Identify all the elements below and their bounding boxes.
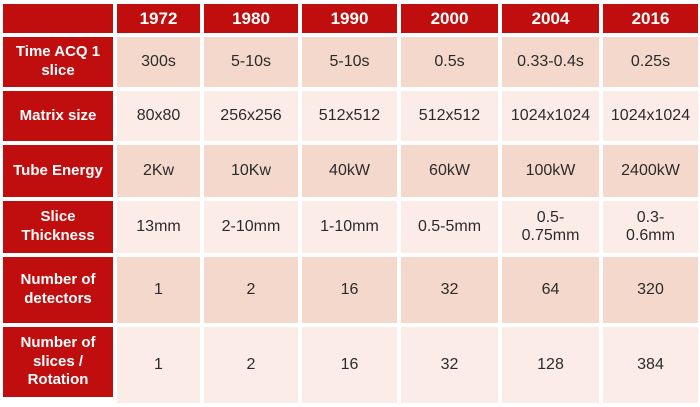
table-cell: 40kW bbox=[302, 145, 397, 197]
table-cell: 5-10s bbox=[302, 37, 397, 87]
table-cell: 0.3-0.6mm bbox=[603, 201, 698, 253]
row-label-number-of-detectors: Number of detectors bbox=[3, 257, 113, 323]
table-cell: 13mm bbox=[117, 201, 200, 253]
row-label-matrix-size: Matrix size bbox=[3, 91, 113, 141]
table-cell: 1 bbox=[117, 327, 200, 403]
table-cell: 2 bbox=[204, 327, 298, 403]
table-cell: 1024x1024 bbox=[603, 91, 698, 141]
table-cell: 384 bbox=[603, 327, 698, 403]
table-cell: 0.5-0.75mm bbox=[502, 201, 599, 253]
table-cell: 64 bbox=[502, 257, 599, 323]
table-cell: 512x512 bbox=[302, 91, 397, 141]
column-header-2004: 2004 bbox=[502, 4, 599, 33]
table-cell: 5-10s bbox=[204, 37, 298, 87]
table-cell: 2-10mm bbox=[204, 201, 298, 253]
table-corner-cell bbox=[3, 4, 113, 33]
table-cell: 10Kw bbox=[204, 145, 298, 197]
table-cell: 320 bbox=[603, 257, 698, 323]
table-cell: 100kW bbox=[502, 145, 599, 197]
table-cell: 1 bbox=[117, 257, 200, 323]
table-cell: 256x256 bbox=[204, 91, 298, 141]
table-cell: 300s bbox=[117, 37, 200, 87]
table-cell: 2 bbox=[204, 257, 298, 323]
table-cell: 60kW bbox=[401, 145, 498, 197]
table-cell: 0.5s bbox=[401, 37, 498, 87]
table-cell: 32 bbox=[401, 327, 498, 403]
table-cell: 0.25s bbox=[603, 37, 698, 87]
row-label-slice-thickness: Slice Thickness bbox=[3, 201, 113, 253]
table-cell: 16 bbox=[302, 257, 397, 323]
row-label-time-acq: Time ACQ 1 slice bbox=[3, 37, 113, 87]
column-header-2000: 2000 bbox=[401, 4, 498, 33]
table-cell: 80x80 bbox=[117, 91, 200, 141]
table-cell: 1024x1024 bbox=[502, 91, 599, 141]
column-header-1980: 1980 bbox=[204, 4, 298, 33]
table-cell: 0.33-0.4s bbox=[502, 37, 599, 87]
table-cell: 1-10mm bbox=[302, 201, 397, 253]
table-cell: 16 bbox=[302, 327, 397, 403]
table-cell: 32 bbox=[401, 257, 498, 323]
table-cell: 0.5-5mm bbox=[401, 201, 498, 253]
table-cell: 2400kW bbox=[603, 145, 698, 197]
column-header-2016: 2016 bbox=[603, 4, 698, 33]
table-cell: 128 bbox=[502, 327, 599, 403]
column-header-1990: 1990 bbox=[302, 4, 397, 33]
ct-evolution-table: 1972 1980 1990 2000 2004 2016 Time ACQ 1… bbox=[3, 4, 698, 403]
column-header-1972: 1972 bbox=[117, 4, 200, 33]
row-label-tube-energy: Tube Energy bbox=[3, 145, 113, 197]
table-cell: 2Kw bbox=[117, 145, 200, 197]
table-cell: 512x512 bbox=[401, 91, 498, 141]
row-label-number-of-slices-rotation: Number of slices / Rotation bbox=[3, 327, 113, 397]
